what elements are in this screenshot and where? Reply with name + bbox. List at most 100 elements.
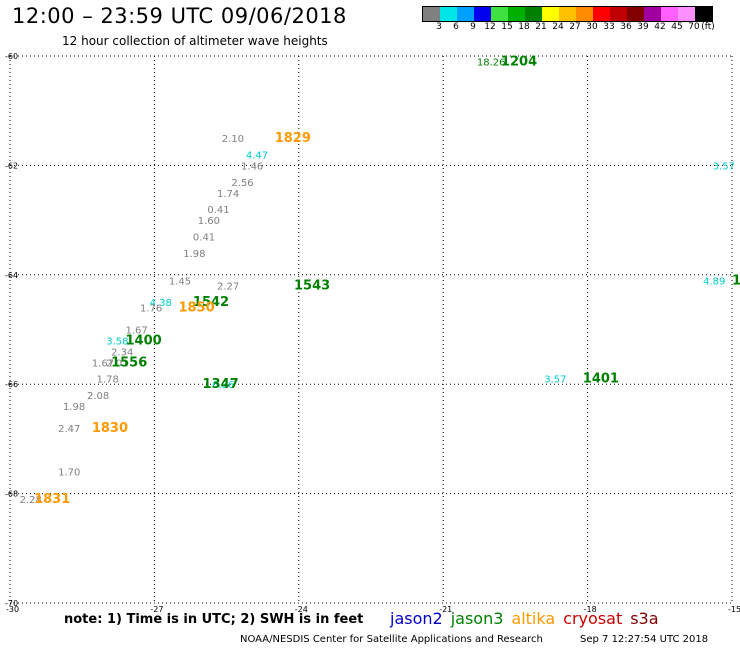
wave-height-label: 1.98 bbox=[63, 402, 85, 413]
time-label: 1829 bbox=[275, 131, 311, 146]
x-tick-label: -21 bbox=[439, 605, 452, 614]
wave-height-label: 1.78 bbox=[97, 375, 119, 386]
y-tick-label: -64 bbox=[5, 271, 18, 280]
legend-tick-3: 3 bbox=[436, 22, 442, 32]
wave-height-label: 3.58 bbox=[106, 336, 128, 347]
time-label: 1347 bbox=[203, 377, 239, 392]
credit-text: NOAA/NESDIS Center for Satellite Applica… bbox=[240, 634, 543, 645]
legend-swatch-3 bbox=[474, 7, 491, 21]
wave-height-label: 1.60 bbox=[198, 216, 220, 227]
wave-height-label: 1.67 bbox=[126, 326, 148, 337]
time-label: 1831 bbox=[34, 492, 70, 507]
legend-unit: (ft) bbox=[701, 22, 715, 32]
y-tick-label: -70 bbox=[5, 599, 18, 608]
x-tick-label: -30 bbox=[6, 605, 19, 614]
time-label: 1556 bbox=[732, 273, 740, 288]
grid-lines bbox=[9, 55, 733, 604]
legend-tick-21: 21 bbox=[535, 22, 547, 32]
chart-title: 12:00 – 23:59 UTC 09/06/2018 bbox=[12, 4, 347, 28]
color-scale-bar bbox=[422, 6, 713, 22]
axis-tick-labels: -30 -27 -24 -21 -18 -15 -60 -62 -64 -66 -68 -70 bbox=[5, 52, 740, 614]
legend-swatch-14 bbox=[661, 7, 678, 21]
time-label: 1400 bbox=[126, 333, 162, 348]
satellite-altika: altika bbox=[511, 609, 556, 628]
wave-height-label: 2.28 bbox=[20, 495, 42, 506]
legend-swatch-1 bbox=[440, 7, 457, 21]
wave-height-label: 2.56 bbox=[231, 178, 253, 189]
wave-height-label: 1.76 bbox=[140, 304, 162, 315]
time-label: 1401 bbox=[583, 372, 619, 387]
legend-tick-12: 12 bbox=[484, 22, 496, 32]
legend-tick-42: 42 bbox=[654, 22, 666, 32]
legend-tick-45: 45 bbox=[671, 22, 683, 32]
wave-height-label: 6.36 bbox=[212, 380, 234, 391]
time-label: 1542 bbox=[193, 295, 229, 310]
time-label: 1556 bbox=[111, 355, 147, 370]
time-label: 1830 bbox=[92, 421, 128, 436]
wave-height-label: 4.38 bbox=[150, 298, 172, 309]
legend-swatch-8 bbox=[559, 7, 576, 21]
legend-tick-30: 30 bbox=[586, 22, 598, 32]
wave-height-label: 0.41 bbox=[207, 205, 229, 216]
legend-tick-15: 15 bbox=[501, 22, 513, 32]
y-tick-label: -68 bbox=[5, 490, 18, 499]
x-tick-label: -15 bbox=[728, 605, 740, 614]
y-tick-label: -66 bbox=[5, 380, 18, 389]
wave-height-label: 4.47 bbox=[246, 150, 268, 161]
wave-height-label: 2.08 bbox=[87, 391, 109, 402]
wave-height-label: 2.01 bbox=[106, 358, 128, 369]
legend-tick-24: 24 bbox=[552, 22, 564, 32]
legend-swatch-13 bbox=[644, 7, 661, 21]
wave-height-label: 2.10 bbox=[222, 134, 244, 145]
legend-tick-9: 9 bbox=[470, 22, 476, 32]
wave-height-label: 1.45 bbox=[169, 276, 191, 287]
wave-height-label: 2.47 bbox=[58, 424, 80, 435]
wave-height-label: 18.26 bbox=[477, 57, 506, 68]
time-label: 1850 bbox=[178, 301, 214, 316]
credit-timestamp: Sep 7 12:27:54 UTC 2018 bbox=[580, 634, 709, 645]
wave-height-label: 1.67 bbox=[92, 358, 114, 369]
legend-swatch-7 bbox=[542, 7, 559, 21]
satellite-jason3: jason3 bbox=[450, 609, 504, 628]
legend-tick-33: 33 bbox=[603, 22, 615, 32]
wave-height-label: 4.89 bbox=[703, 276, 725, 287]
wave-height-label: 1.46 bbox=[241, 161, 263, 172]
satellite-legend: jason2 jason3 altika cryosat s3a bbox=[390, 609, 667, 628]
footer-note: note: 1) Time is in UTC; 2) SWH is in fe… bbox=[64, 612, 364, 627]
legend-swatch-9 bbox=[576, 7, 593, 21]
data-labels: 18.262.104.471.462.561.740.411.600.411.9… bbox=[20, 54, 740, 507]
legend-swatch-0 bbox=[423, 7, 440, 21]
wave-height-label: 2.27 bbox=[217, 282, 239, 293]
time-label: 1543 bbox=[294, 279, 330, 294]
wave-height-label: 1.70 bbox=[58, 468, 80, 479]
legend-swatch-10 bbox=[593, 7, 610, 21]
legend-tick-39: 39 bbox=[637, 22, 649, 32]
y-tick-label: -60 bbox=[5, 52, 18, 61]
legend-swatch-5 bbox=[508, 7, 525, 21]
x-tick-label: -27 bbox=[150, 605, 163, 614]
satellite-s3a: s3a bbox=[630, 609, 659, 628]
chart-subtitle: 12 hour collection of altimeter wave hei… bbox=[62, 34, 328, 48]
wave-height-label: 0.41 bbox=[193, 233, 215, 244]
wave-height-label: 1.74 bbox=[217, 189, 239, 200]
satellite-cryosat: cryosat bbox=[563, 609, 623, 628]
legend-tick-6: 6 bbox=[453, 22, 459, 32]
legend-tick-36: 36 bbox=[620, 22, 632, 32]
legend-tick-70: 70 bbox=[688, 22, 700, 32]
legend-tick-18: 18 bbox=[518, 22, 530, 32]
legend-swatch-4 bbox=[491, 7, 508, 21]
wave-height-label: 1.98 bbox=[183, 249, 205, 260]
x-tick-label: -24 bbox=[295, 605, 308, 614]
legend-swatch-2 bbox=[457, 7, 474, 21]
legend-tick-27: 27 bbox=[569, 22, 581, 32]
y-tick-label: -62 bbox=[5, 161, 18, 170]
time-label: 1204 bbox=[501, 54, 537, 69]
legend-swatch-6 bbox=[525, 7, 542, 21]
wave-height-label: 3.57 bbox=[544, 375, 566, 386]
satellite-jason2: jason2 bbox=[390, 609, 443, 628]
legend-swatch-15 bbox=[678, 7, 695, 21]
legend-swatch-16 bbox=[695, 7, 712, 21]
x-tick-label: -18 bbox=[584, 605, 597, 614]
wave-height-label: 3.57 bbox=[713, 161, 735, 172]
legend-swatch-11 bbox=[610, 7, 627, 21]
